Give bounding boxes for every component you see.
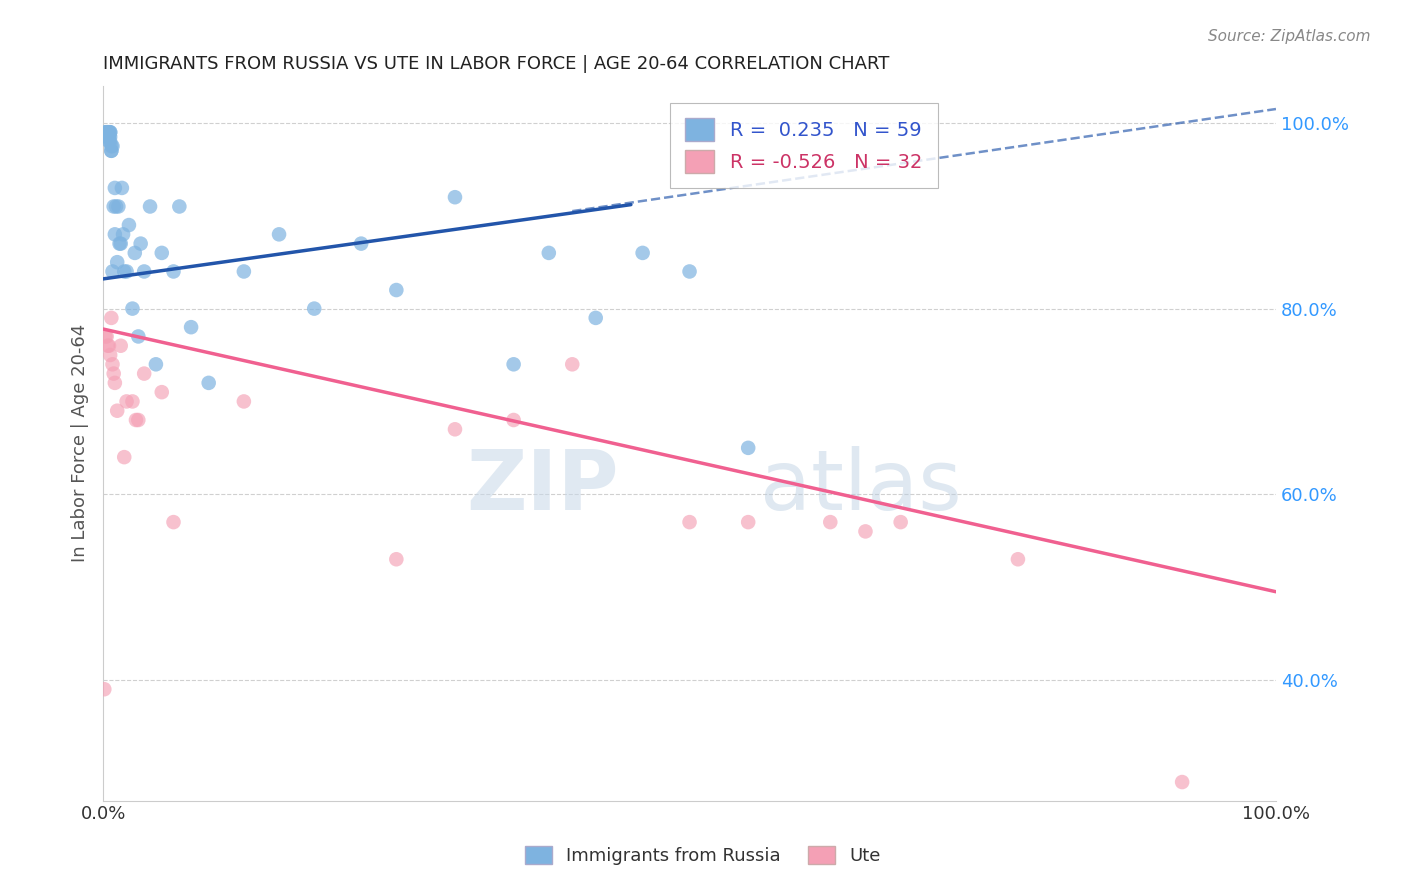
Point bbox=[98, 135, 121, 149]
Point bbox=[111, 181, 134, 195]
Point bbox=[678, 264, 700, 278]
Point bbox=[98, 135, 121, 149]
Point bbox=[737, 441, 759, 455]
Point bbox=[855, 524, 877, 539]
Text: ZIP: ZIP bbox=[467, 446, 619, 526]
Point bbox=[267, 227, 290, 242]
Point bbox=[98, 125, 121, 139]
Point bbox=[98, 129, 121, 144]
Point bbox=[444, 422, 467, 436]
Point bbox=[890, 515, 912, 529]
Point bbox=[145, 357, 167, 371]
Point bbox=[97, 339, 120, 353]
Point bbox=[232, 394, 254, 409]
Point bbox=[162, 515, 184, 529]
Point bbox=[96, 329, 118, 343]
Point bbox=[115, 264, 138, 278]
Point bbox=[97, 129, 120, 144]
Point bbox=[100, 144, 122, 158]
Point bbox=[180, 320, 202, 334]
Point bbox=[96, 129, 118, 144]
Point bbox=[121, 394, 143, 409]
Point bbox=[100, 139, 122, 153]
Legend: Immigrants from Russia, Ute: Immigrants from Russia, Ute bbox=[517, 838, 889, 872]
Point bbox=[96, 125, 118, 139]
Point bbox=[98, 339, 121, 353]
Point bbox=[93, 682, 115, 697]
Point bbox=[105, 403, 128, 417]
Point bbox=[105, 255, 128, 269]
Point bbox=[820, 515, 842, 529]
Point bbox=[97, 125, 120, 139]
Point bbox=[100, 310, 122, 325]
Point bbox=[94, 329, 117, 343]
Point bbox=[104, 376, 127, 390]
Text: atlas: atlas bbox=[759, 446, 962, 526]
Point bbox=[150, 385, 173, 400]
Point bbox=[232, 264, 254, 278]
Point bbox=[98, 348, 121, 362]
Point bbox=[197, 376, 219, 390]
Point bbox=[385, 552, 408, 566]
Point bbox=[94, 125, 117, 139]
Point bbox=[134, 264, 156, 278]
Point bbox=[121, 301, 143, 316]
Point bbox=[101, 264, 124, 278]
Point bbox=[125, 413, 148, 427]
Point bbox=[112, 450, 135, 464]
Point bbox=[537, 246, 560, 260]
Point bbox=[502, 357, 524, 371]
Point bbox=[103, 199, 125, 213]
Point bbox=[112, 264, 135, 278]
Point bbox=[631, 246, 654, 260]
Point bbox=[96, 125, 118, 139]
Point bbox=[124, 246, 146, 260]
Point bbox=[162, 264, 184, 278]
Point bbox=[444, 190, 467, 204]
Text: Source: ZipAtlas.com: Source: ZipAtlas.com bbox=[1208, 29, 1371, 45]
Point bbox=[97, 125, 120, 139]
Point bbox=[127, 413, 149, 427]
Point bbox=[134, 367, 156, 381]
Point bbox=[112, 227, 135, 242]
Point bbox=[107, 199, 129, 213]
Point bbox=[98, 125, 121, 139]
Y-axis label: In Labor Force | Age 20-64: In Labor Force | Age 20-64 bbox=[72, 324, 89, 562]
Point bbox=[108, 236, 131, 251]
Point bbox=[110, 339, 132, 353]
Point bbox=[101, 139, 124, 153]
Point bbox=[150, 246, 173, 260]
Point bbox=[118, 218, 141, 232]
Point bbox=[502, 413, 524, 427]
Point bbox=[100, 144, 122, 158]
Text: IMMIGRANTS FROM RUSSIA VS UTE IN LABOR FORCE | AGE 20-64 CORRELATION CHART: IMMIGRANTS FROM RUSSIA VS UTE IN LABOR F… bbox=[103, 55, 890, 73]
Point bbox=[103, 367, 125, 381]
Point bbox=[302, 301, 325, 316]
Point bbox=[561, 357, 583, 371]
Point bbox=[350, 236, 373, 251]
Point bbox=[115, 394, 138, 409]
Point bbox=[104, 181, 127, 195]
Point bbox=[678, 515, 700, 529]
Point bbox=[585, 310, 607, 325]
Point bbox=[1171, 775, 1194, 789]
Point bbox=[385, 283, 408, 297]
Point bbox=[104, 227, 127, 242]
Point bbox=[101, 357, 124, 371]
Legend: R =  0.235   N = 59, R = -0.526   N = 32: R = 0.235 N = 59, R = -0.526 N = 32 bbox=[669, 103, 938, 188]
Point bbox=[1007, 552, 1029, 566]
Point bbox=[98, 129, 121, 144]
Point bbox=[98, 129, 121, 144]
Point bbox=[97, 125, 120, 139]
Point bbox=[98, 125, 121, 139]
Point bbox=[127, 329, 149, 343]
Point bbox=[105, 199, 128, 213]
Point bbox=[129, 236, 152, 251]
Point bbox=[169, 199, 191, 213]
Point bbox=[139, 199, 162, 213]
Point bbox=[110, 236, 132, 251]
Point bbox=[737, 515, 759, 529]
Point bbox=[98, 125, 121, 139]
